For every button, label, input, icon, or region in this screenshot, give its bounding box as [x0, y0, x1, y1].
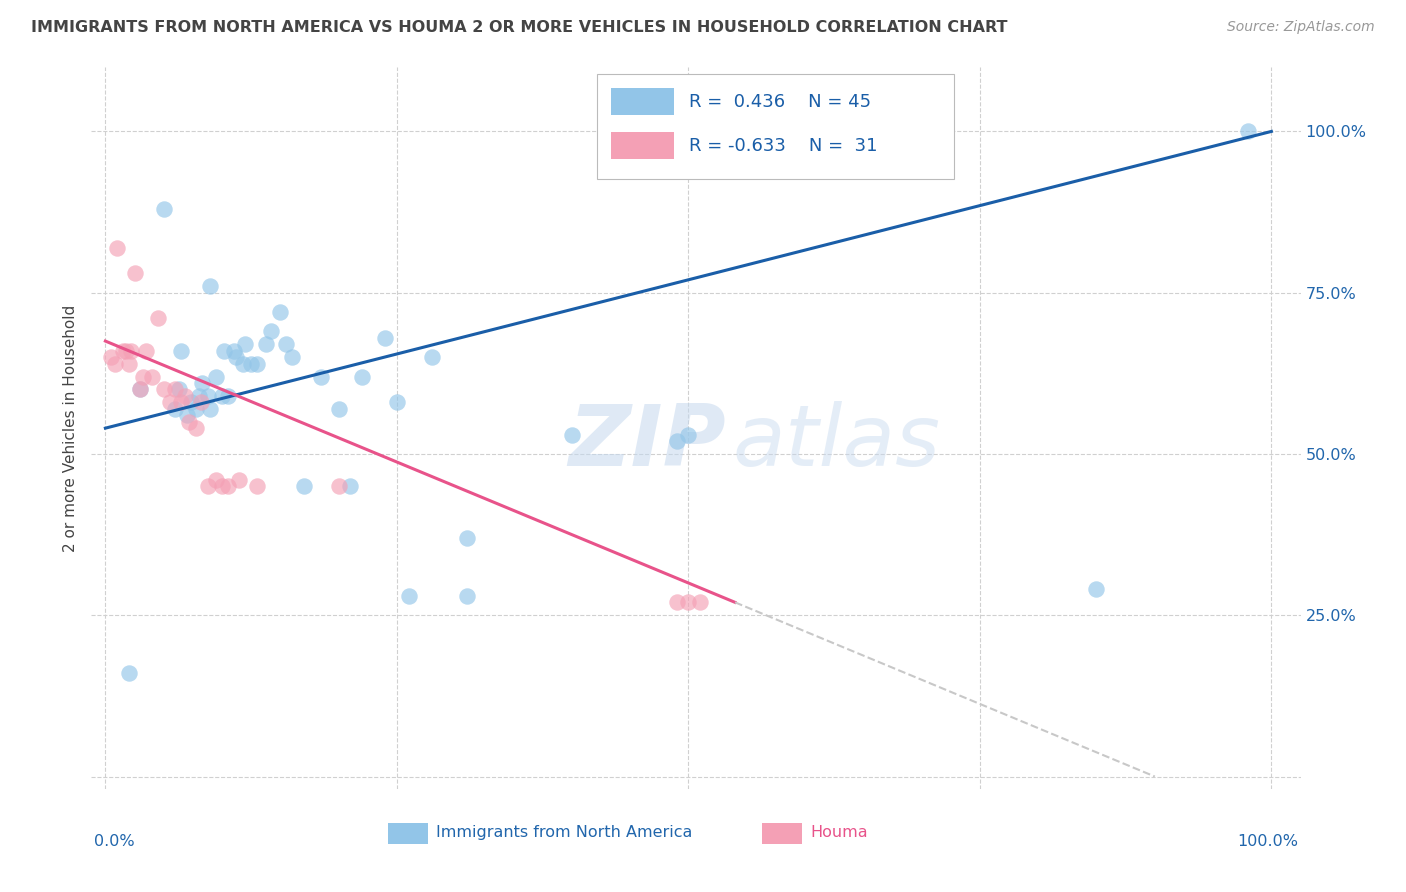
- Point: [118, 357, 141, 371]
- Point: [456, 589, 478, 603]
- Bar: [388, 822, 427, 845]
- Text: 0.0%: 0.0%: [94, 834, 135, 849]
- Point: [240, 357, 263, 371]
- Text: Source: ZipAtlas.com: Source: ZipAtlas.com: [1227, 20, 1375, 34]
- Point: [1085, 582, 1108, 597]
- Point: [152, 202, 174, 216]
- Point: [385, 395, 408, 409]
- Point: [328, 479, 350, 493]
- Point: [214, 343, 236, 358]
- Point: [309, 369, 332, 384]
- Point: [190, 395, 212, 409]
- Point: [222, 343, 245, 358]
- Point: [129, 383, 152, 397]
- Point: [159, 395, 181, 409]
- Point: [187, 389, 209, 403]
- Point: [228, 473, 250, 487]
- Point: [197, 389, 219, 403]
- Point: [176, 409, 198, 423]
- Point: [225, 350, 247, 364]
- Text: Houma: Houma: [811, 825, 869, 840]
- Point: [561, 427, 583, 442]
- Point: [260, 325, 283, 339]
- Point: [350, 369, 373, 384]
- Point: [167, 383, 190, 397]
- Point: [179, 395, 201, 409]
- Point: [232, 357, 254, 371]
- Bar: [762, 822, 803, 845]
- Y-axis label: 2 or more Vehicles in Household: 2 or more Vehicles in Household: [62, 304, 77, 552]
- Point: [398, 589, 420, 603]
- Point: [678, 595, 700, 609]
- Point: [146, 311, 169, 326]
- Point: [374, 331, 396, 345]
- Text: ZIP: ZIP: [568, 401, 725, 484]
- FancyBboxPatch shape: [596, 74, 953, 179]
- Text: atlas: atlas: [733, 401, 941, 484]
- Point: [339, 479, 361, 493]
- Bar: [612, 132, 675, 160]
- Point: [141, 369, 163, 384]
- Point: [420, 350, 443, 364]
- Point: [274, 337, 297, 351]
- Point: [165, 383, 187, 397]
- Point: [211, 479, 233, 493]
- Point: [678, 427, 700, 442]
- Point: [246, 479, 269, 493]
- Point: [689, 595, 711, 609]
- Point: [152, 383, 174, 397]
- Point: [100, 350, 122, 364]
- Point: [254, 337, 277, 351]
- Point: [129, 383, 152, 397]
- Point: [197, 479, 219, 493]
- Point: [179, 415, 201, 429]
- Point: [205, 473, 228, 487]
- Point: [170, 343, 193, 358]
- Point: [1237, 124, 1260, 138]
- Point: [170, 395, 193, 409]
- Point: [328, 401, 350, 416]
- Point: [205, 369, 228, 384]
- Text: Immigrants from North America: Immigrants from North America: [436, 825, 692, 840]
- Point: [120, 343, 142, 358]
- Point: [135, 343, 157, 358]
- Point: [191, 376, 214, 390]
- Point: [665, 434, 688, 448]
- Point: [456, 531, 478, 545]
- Point: [104, 357, 127, 371]
- Point: [124, 266, 146, 280]
- Point: [292, 479, 315, 493]
- Bar: [612, 87, 675, 115]
- Point: [115, 343, 138, 358]
- Point: [269, 305, 291, 319]
- Point: [281, 350, 304, 364]
- Point: [233, 337, 256, 351]
- Point: [217, 389, 239, 403]
- Point: [217, 479, 239, 493]
- Point: [211, 389, 233, 403]
- Text: R = -0.633    N =  31: R = -0.633 N = 31: [689, 136, 877, 154]
- Point: [186, 421, 208, 435]
- Point: [665, 595, 688, 609]
- Point: [186, 401, 208, 416]
- Point: [173, 389, 195, 403]
- Text: R =  0.436    N = 45: R = 0.436 N = 45: [689, 93, 870, 111]
- Point: [118, 666, 141, 681]
- Text: 100.0%: 100.0%: [1237, 834, 1298, 849]
- Point: [246, 357, 269, 371]
- Point: [131, 369, 153, 384]
- Point: [165, 401, 187, 416]
- Point: [111, 343, 134, 358]
- Text: IMMIGRANTS FROM NORTH AMERICA VS HOUMA 2 OR MORE VEHICLES IN HOUSEHOLD CORRELATI: IMMIGRANTS FROM NORTH AMERICA VS HOUMA 2…: [31, 20, 1008, 35]
- Point: [200, 279, 222, 293]
- Point: [200, 401, 222, 416]
- Point: [105, 241, 128, 255]
